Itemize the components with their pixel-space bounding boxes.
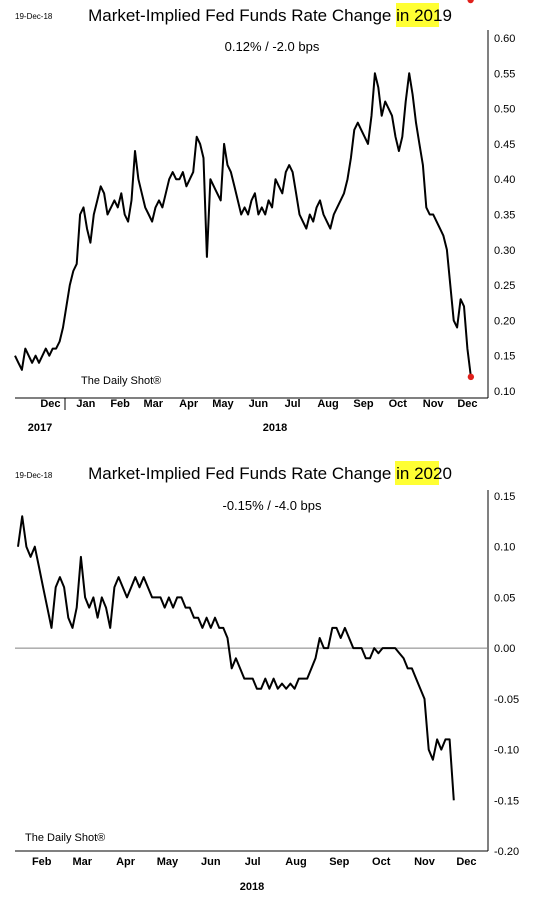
y-tick-label: 0.35	[494, 210, 515, 222]
year-label-2018: 2018	[240, 881, 264, 893]
series-line	[17, 515, 455, 801]
series-line	[14, 72, 472, 378]
y-tick-label: 0.10	[494, 386, 515, 398]
x-month-label: Oct	[389, 398, 408, 410]
y-tick-label: 0.60	[494, 33, 515, 45]
x-month-label: Feb	[110, 398, 130, 410]
x-month-label: Jul	[245, 856, 261, 868]
y-tick-label: 0.10	[494, 542, 515, 554]
brand-watermark: The Daily Shot®	[81, 375, 161, 387]
y-tick-label: -0.05	[494, 694, 519, 706]
x-month-labels: Dec Jan Feb Mar Apr May Jun Jul Aug Sep Oct Nov Dec	[40, 398, 477, 410]
y-tick-label: 0.45	[494, 139, 515, 151]
x-month-label: Mar	[72, 856, 92, 868]
x-month-label: Nov	[423, 398, 445, 410]
latest-point	[467, 0, 474, 4]
y-tick-label: 0.50	[494, 104, 515, 116]
y-tick-label: 0.30	[494, 245, 515, 257]
chart-2020: 19-Dec-18 Market-Implied Fed Funds Rate …	[15, 0, 519, 893]
y-tick-label: 0.55	[494, 68, 515, 80]
title-highlight-box	[395, 461, 439, 485]
x-month-label: Sep	[353, 398, 373, 410]
y-tick-label: -0.10	[494, 745, 519, 757]
x-month-label: May	[212, 398, 234, 410]
x-month-label: Nov	[414, 856, 436, 868]
x-month-label: Feb	[32, 856, 52, 868]
y-tick-label: 0.25	[494, 280, 515, 292]
y-tick-labels: 0.15 0.10 0.05 0.00 -0.05 -0.10 -0.15 -0.20	[494, 491, 519, 858]
x-month-label: Dec	[456, 856, 476, 868]
x-month-label: Apr	[179, 398, 199, 410]
x-month-label: Dec	[457, 398, 477, 410]
x-month-label: Aug	[317, 398, 338, 410]
chart-subtitle: -0.15% / -4.0 bps	[223, 498, 322, 513]
title-highlight-box	[396, 3, 439, 27]
x-month-label: Apr	[116, 856, 136, 868]
x-month-label: Mar	[143, 398, 163, 410]
y-tick-labels: 0.60 0.55 0.50 0.45 0.40 0.35 0.30 0.25 0.20 0.15…	[494, 33, 515, 398]
y-tick-label: 0.15	[494, 351, 515, 363]
x-month-label: Jun	[249, 398, 269, 410]
y-tick-label: -0.20	[494, 846, 519, 858]
y-tick-label: -0.15	[494, 795, 519, 807]
x-month-label: Dec	[40, 398, 60, 410]
x-month-label: May	[157, 856, 179, 868]
y-tick-label: 0.00	[494, 643, 515, 655]
year-label-2017: 2017	[28, 422, 52, 434]
chart-title: Market-Implied Fed Funds Rate Change in …	[88, 6, 452, 25]
x-month-label: Sep	[329, 856, 349, 868]
x-month-label: Jun	[201, 856, 221, 868]
year-label-2018: 2018	[263, 422, 287, 434]
y-tick-label: 0.05	[494, 592, 515, 604]
latest-point	[467, 373, 475, 381]
brand-watermark: The Daily Shot®	[25, 832, 105, 844]
x-month-labels: Feb Mar Apr May Jun Jul Aug Sep Oct Nov Dec	[32, 856, 477, 868]
x-month-label: Oct	[372, 856, 391, 868]
date-stamp: 19-Dec-18	[15, 12, 53, 21]
y-tick-label: 0.20	[494, 315, 515, 327]
chart-title: Market-Implied Fed Funds Rate Change in …	[88, 464, 452, 483]
title-highlight-year: 2020	[414, 464, 452, 483]
x-month-label: Jul	[285, 398, 301, 410]
x-month-label: Aug	[285, 856, 306, 868]
date-stamp: 19-Dec-18	[15, 471, 53, 480]
y-tick-label: 0.40	[494, 174, 515, 186]
chart-2019: 19-Dec-18 Market-Implied Fed Funds Rate …	[14, 3, 515, 434]
chart-subtitle: 0.12% / -2.0 bps	[225, 39, 320, 54]
x-month-label: Jan	[76, 398, 95, 410]
title-highlight-year: 2019	[414, 6, 452, 25]
y-tick-label: 0.15	[494, 491, 515, 503]
